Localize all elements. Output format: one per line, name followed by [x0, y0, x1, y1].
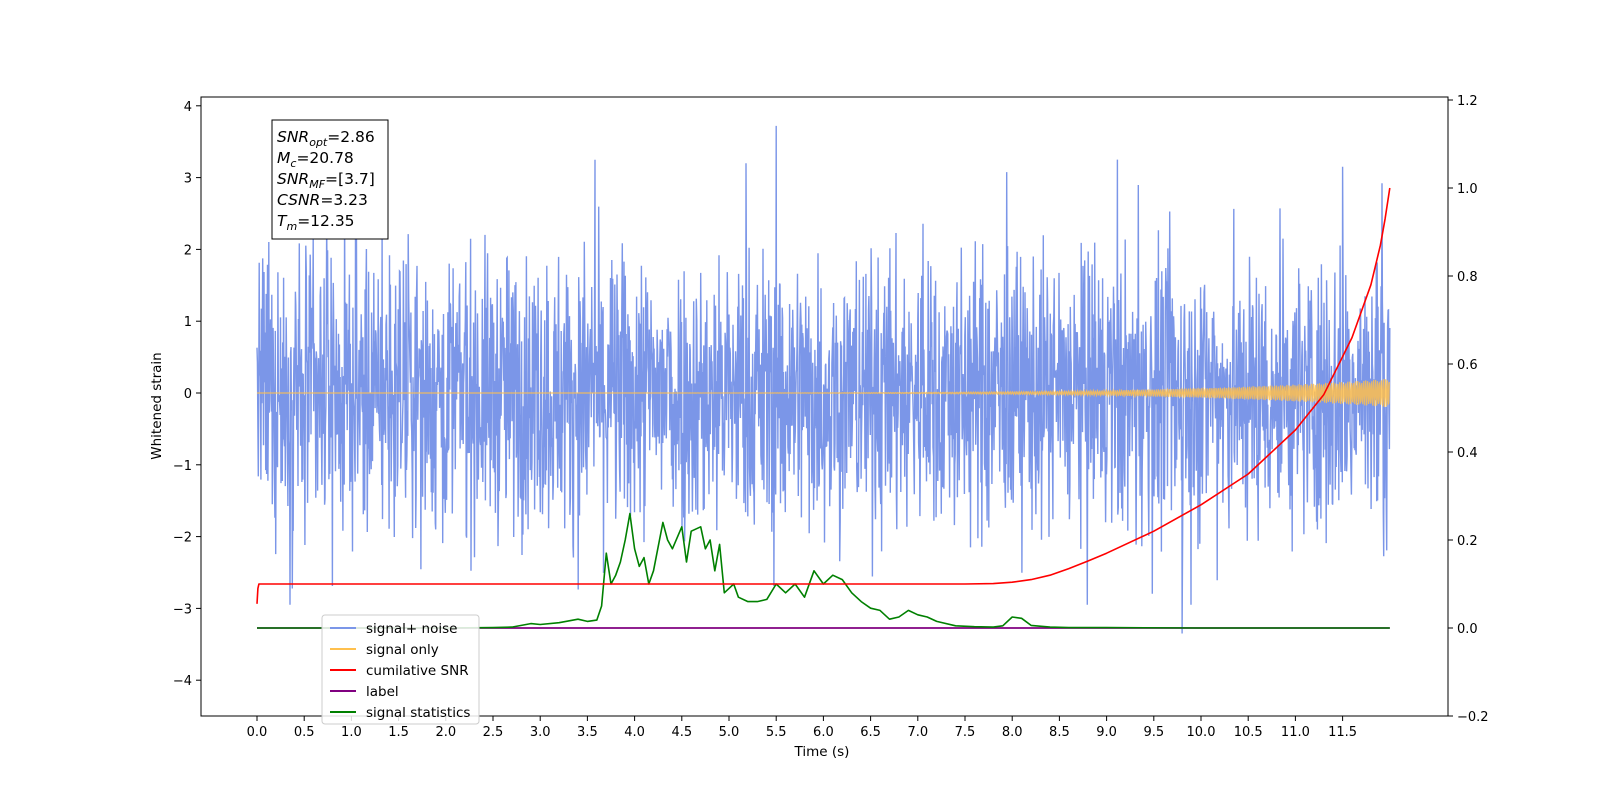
- x-tick-label: 1.0: [341, 725, 362, 740]
- y-left-tick-label: −2: [173, 531, 192, 546]
- annotation-line: SNRMF=[3.7]: [277, 170, 375, 191]
- y-left-tick-label: −1: [173, 459, 192, 474]
- y-right-tick-label: −0.2: [1457, 710, 1489, 725]
- x-tick-label: 6.5: [860, 725, 881, 740]
- y-right-tick-label: 1.2: [1457, 94, 1478, 109]
- legend-label: signal only: [366, 642, 439, 658]
- legend-label: label: [366, 684, 399, 700]
- y-axis-left: 4 3 2 1 0 −1 −2 −3 −4: [173, 100, 201, 689]
- x-tick-label: 10.5: [1234, 725, 1263, 740]
- x-tick-label: 6.0: [813, 725, 834, 740]
- legend-label: signal+ noise: [366, 621, 457, 637]
- x-tick-label: 0.5: [294, 725, 315, 740]
- x-tick-label: 9.0: [1096, 725, 1117, 740]
- x-tick-label: 3.5: [577, 725, 598, 740]
- series-signal-noise-line: [256, 125, 1391, 634]
- annotation-frame: [271, 119, 389, 240]
- legend-label: signal statistics: [366, 705, 470, 721]
- x-tick-label: 10.0: [1187, 725, 1216, 740]
- annotation-line: Tm=12.35: [277, 212, 355, 233]
- y-right-tick-label: 0.0: [1457, 622, 1478, 637]
- y-right-tick-label: 1.0: [1457, 182, 1478, 197]
- y-left-tick-label: −3: [173, 602, 192, 617]
- y-left-tick-label: −4: [173, 674, 192, 689]
- y-right-tick-label: 0.2: [1457, 534, 1478, 549]
- legend: signal+ noise signal only cumilative SNR la…: [321, 614, 480, 725]
- y-left-tick-label: 3: [184, 172, 192, 187]
- x-tick-label: 7.0: [907, 725, 928, 740]
- y-axis-right: 1.2 1.0 0.8 0.6 0.4 0.2 0.0 −0.2: [1448, 94, 1489, 725]
- x-tick-label: 4.0: [624, 725, 645, 740]
- series-signal-statistics-line: [257, 512, 1390, 629]
- x-tick-label: 7.5: [955, 725, 976, 740]
- y-left-tick-label: 4: [184, 100, 192, 115]
- y-right-tick-label: 0.4: [1457, 446, 1478, 461]
- x-tick-label: 8.0: [1002, 725, 1023, 740]
- annotation-line: SNRopt=2.86: [277, 128, 375, 149]
- x-tick-label: 8.5: [1049, 725, 1070, 740]
- x-tick-label: 1.5: [388, 725, 409, 740]
- plot-frame: [200, 96, 1449, 717]
- x-tick-label: 11.0: [1281, 725, 1310, 740]
- annotation-line: Mc=20.78: [277, 149, 354, 170]
- y-left-tick-label: 0: [184, 387, 192, 402]
- y-axis-label: Whitened strain: [149, 352, 165, 459]
- x-tick-label: 2.0: [435, 725, 456, 740]
- x-tick-label: 2.5: [483, 725, 504, 740]
- series-signal-only-line: [257, 379, 1391, 407]
- x-tick-label: 3.0: [530, 725, 551, 740]
- y-left-tick-label: 1: [184, 315, 192, 330]
- legend-label: cumilative SNR: [366, 663, 469, 679]
- x-tick-label: 11.5: [1328, 725, 1357, 740]
- legend-frame: [321, 614, 480, 725]
- x-tick-label: 0.0: [247, 725, 268, 740]
- x-axis: 0.0 0.5 1.0 1.5 2.0 2.5 3.0 3.5 4.0 4.5 5.0 5.5 6.0 6…: [247, 716, 1357, 740]
- annotation-line: CSNR=3.23: [277, 191, 368, 209]
- series-cumilative-snr-line: [256, 187, 1391, 604]
- x-tick-label: 5.0: [719, 725, 740, 740]
- x-tick-label: 4.5: [671, 725, 692, 740]
- x-tick-label: 9.5: [1143, 725, 1164, 740]
- x-axis-label: Time (s): [794, 744, 850, 760]
- y-right-tick-label: 0.6: [1457, 358, 1478, 373]
- y-right-tick-label: 0.8: [1457, 270, 1478, 285]
- series-layer: [256, 125, 1391, 634]
- x-tick-label: 5.5: [766, 725, 787, 740]
- y-left-tick-label: 2: [184, 243, 192, 258]
